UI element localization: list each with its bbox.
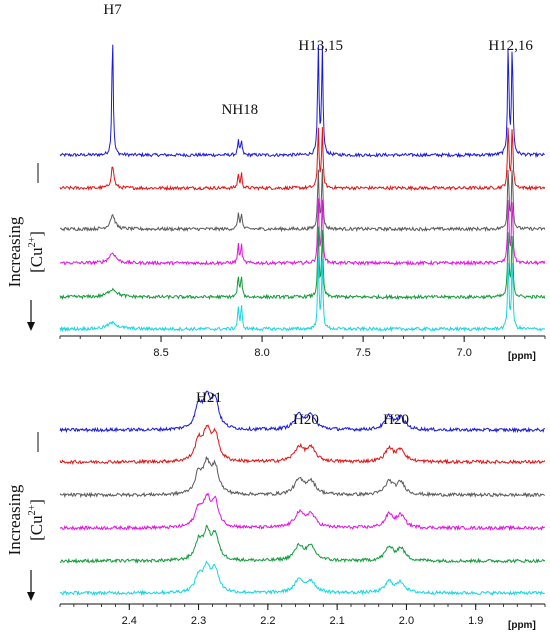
aliphatic-tick-label-1: 2.4	[122, 615, 137, 627]
aromatic-side-label-line2: [Cu2+]	[27, 231, 46, 273]
aromatic-spectrum-trace-6	[59, 256, 545, 333]
aliphatic-peak-label-3: H20	[383, 412, 409, 428]
aliphatic-tick-label-5: 2.0	[399, 615, 414, 627]
aliphatic-tick-label-4: 2.1	[329, 615, 344, 627]
aromatic-peak-label-4: H12,16	[488, 38, 533, 54]
aromatic-peak-label-1: H7	[103, 2, 122, 18]
aliphatic-spectrum-trace-2	[59, 424, 546, 465]
aromatic-down-arrow	[27, 300, 35, 331]
aromatic-peak-label-3: H13,15	[298, 38, 343, 54]
aromatic-spectrum-trace-4	[59, 198, 546, 267]
aliphatic-down-arrow	[27, 570, 35, 601]
aromatic-tick-label-2: 8.0	[254, 347, 269, 359]
aliphatic-tick-label-2: 2.3	[191, 615, 206, 627]
aliphatic-tick-label-6: 1.9	[468, 615, 483, 627]
aromatic-traces	[59, 44, 546, 333]
aromatic-peak-labels: H7 NH18 H13,15 H12,16	[103, 2, 533, 118]
aromatic-spectrum-trace-2	[59, 127, 546, 192]
aromatic-side-label: Increasing [Cu2+]	[5, 216, 46, 287]
aromatic-spectrum-trace-3	[59, 168, 546, 233]
aliphatic-spectrum-trace-3	[59, 456, 546, 499]
aliphatic-x-axis: 2.4 2.3 2.2 2.1 2.0 1.9	[59, 603, 546, 627]
aromatic-tick-label-1: 8.5	[153, 347, 168, 359]
aromatic-spectrum-trace-5	[59, 226, 546, 301]
aliphatic-spectrum-trace-4	[59, 492, 546, 532]
aromatic-side-label-line1: Increasing	[5, 216, 24, 287]
aliphatic-peak-labels: H21 H20 H20	[196, 390, 409, 428]
aromatic-peak-label-2: NH18	[222, 102, 259, 118]
aliphatic-spectrum-trace-1	[59, 390, 545, 434]
aromatic-spectrum-trace-1	[59, 44, 545, 159]
aromatic-tick-label-3: 7.5	[355, 347, 370, 359]
aliphatic-side-label-line1: Increasing	[5, 484, 24, 555]
aromatic-unit-label: [ppm]	[508, 351, 536, 362]
aromatic-region-panel: H7 NH18 H13,15 H12,16 8.5 8.0 7.5 7.0 [ppm] In…	[5, 2, 546, 362]
aliphatic-spectrum-trace-5	[59, 524, 546, 564]
aliphatic-spectrum-trace-6	[59, 560, 545, 597]
aliphatic-side-label-line2: [Cu2+]	[27, 499, 46, 541]
aromatic-tick-label-4: 7.0	[457, 347, 472, 359]
aromatic-x-axis: 8.5 8.0 7.5 7.0	[59, 335, 546, 359]
aliphatic-side-label: Increasing [Cu2+]	[5, 484, 46, 555]
aliphatic-tick-label-3: 2.2	[260, 615, 275, 627]
aliphatic-region-panel: H21 H20 H20 2.4 2.3 2.2 2.1 2.0 1.9 [ppm] Incre…	[5, 390, 546, 631]
aliphatic-traces	[59, 390, 546, 597]
aliphatic-peak-label-2: H20	[293, 412, 319, 428]
aliphatic-unit-label: [ppm]	[508, 620, 536, 631]
aliphatic-peak-label-1: H21	[196, 390, 222, 406]
